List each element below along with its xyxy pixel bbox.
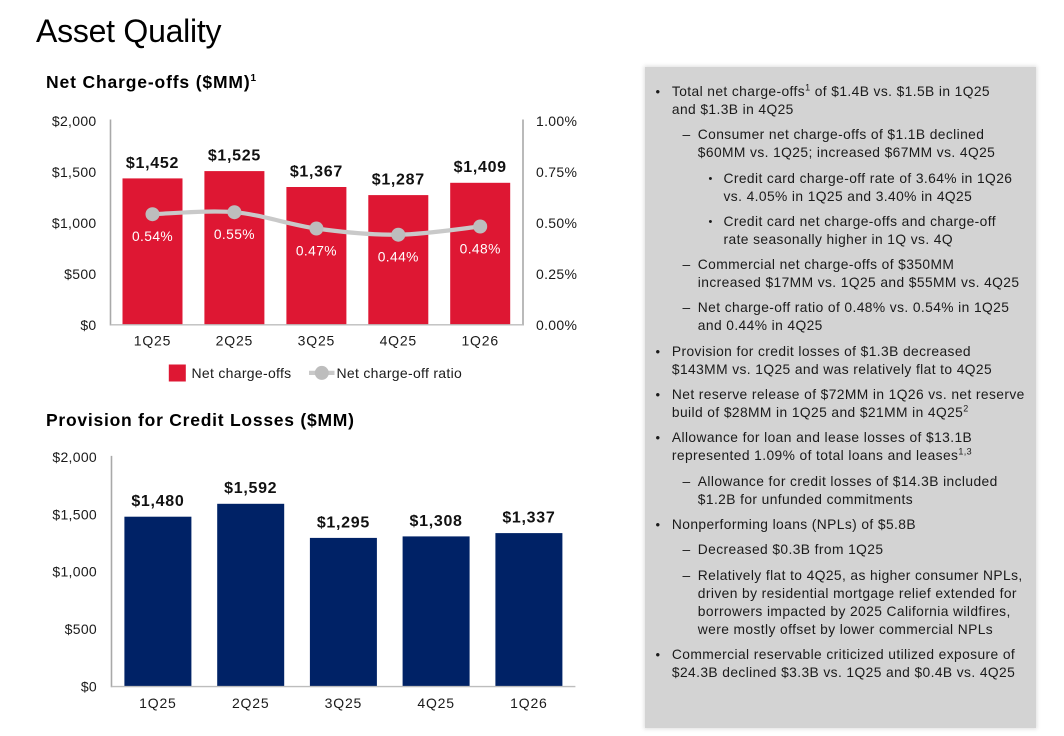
svg-text:$1,337: $1,337 [502, 510, 555, 527]
svg-text:2Q25: 2Q25 [232, 695, 269, 711]
svg-text:0.48%: 0.48% [460, 242, 501, 257]
svg-text:$1,500: $1,500 [52, 164, 97, 180]
svg-text:0.47%: 0.47% [296, 244, 337, 259]
svg-text:Net charge-off ratio: Net charge-off ratio [337, 365, 463, 381]
svg-text:0.00%: 0.00% [536, 317, 577, 333]
svg-text:0.75%: 0.75% [536, 164, 577, 180]
svg-text:$1,480: $1,480 [131, 493, 184, 510]
svg-text:$1,525: $1,525 [208, 148, 261, 165]
svg-text:$2,000: $2,000 [52, 113, 97, 129]
svg-text:2Q25: 2Q25 [216, 333, 253, 349]
svg-text:$1,000: $1,000 [52, 215, 97, 231]
svg-text:$1,000: $1,000 [52, 564, 97, 580]
svg-text:$1,308: $1,308 [410, 513, 463, 530]
svg-text:0.50%: 0.50% [536, 215, 577, 231]
svg-text:$1,500: $1,500 [52, 506, 97, 522]
svg-text:$1,287: $1,287 [372, 172, 425, 189]
svg-text:$2,000: $2,000 [52, 449, 97, 465]
svg-text:$1,452: $1,452 [126, 155, 179, 172]
svg-text:Net charge-offs: Net charge-offs [192, 365, 292, 381]
svg-text:3Q25: 3Q25 [298, 333, 335, 349]
svg-text:1Q25: 1Q25 [134, 333, 171, 349]
svg-text:$1,409: $1,409 [454, 159, 507, 176]
svg-text:3Q25: 3Q25 [325, 695, 362, 711]
svg-text:1.00%: 1.00% [536, 113, 577, 129]
svg-text:1Q26: 1Q26 [461, 333, 498, 349]
svg-text:$0: $0 [80, 317, 96, 333]
svg-text:0.55%: 0.55% [214, 227, 255, 242]
svg-text:$500: $500 [65, 621, 97, 637]
svg-text:1Q25: 1Q25 [139, 695, 176, 711]
svg-text:0.44%: 0.44% [378, 250, 419, 265]
svg-text:4Q25: 4Q25 [380, 333, 417, 349]
svg-text:$1,592: $1,592 [224, 480, 277, 497]
svg-text:4Q25: 4Q25 [417, 695, 454, 711]
svg-text:$0: $0 [81, 679, 97, 695]
svg-text:1Q26: 1Q26 [510, 695, 547, 711]
svg-text:$1,367: $1,367 [290, 163, 343, 180]
svg-text:$500: $500 [64, 266, 96, 282]
svg-text:0.54%: 0.54% [132, 229, 173, 244]
svg-text:$1,295: $1,295 [317, 514, 370, 531]
svg-text:0.25%: 0.25% [536, 266, 577, 282]
